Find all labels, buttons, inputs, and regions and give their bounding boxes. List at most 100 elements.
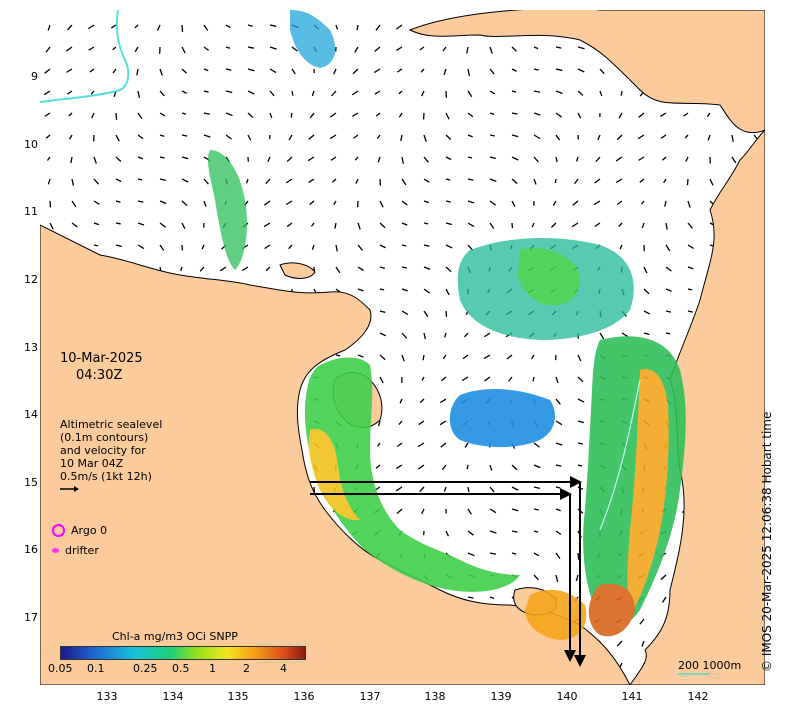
velocity-arrow <box>683 112 689 117</box>
legend-line: and velocity for <box>60 444 146 457</box>
velocity-arrow <box>422 354 425 361</box>
velocity-arrow <box>577 552 580 560</box>
velocity-arrow <box>489 68 495 75</box>
velocity-arrow <box>269 24 277 27</box>
velocity-arrow <box>439 420 447 426</box>
velocity-arrow <box>660 134 667 139</box>
lat-tick-11: 11 <box>24 205 38 218</box>
velocity-arrow <box>637 134 645 140</box>
velocity-arrow <box>423 244 430 247</box>
velocity-arrow <box>419 46 425 51</box>
velocity-arrow <box>203 178 209 185</box>
velocity-arrow <box>423 266 431 270</box>
lon-tick-137: 137 <box>359 690 381 703</box>
velocity-arrow <box>530 354 535 360</box>
velocity-arrow <box>555 156 558 163</box>
velocity-arrow <box>375 464 381 469</box>
velocity-arrow <box>489 552 497 555</box>
velocity-arrow <box>290 112 293 118</box>
colorbar-tick: 2 <box>243 662 250 675</box>
velocity-arrow <box>264 244 271 250</box>
velocity-arrow <box>595 156 601 163</box>
velocity-arrow <box>575 574 579 582</box>
velocity-arrow <box>489 156 496 159</box>
velocity-arrow <box>335 266 341 274</box>
colorbar <box>60 646 306 660</box>
lon-tick-138: 138 <box>424 690 446 703</box>
velocity-arrow <box>533 464 541 469</box>
drifter-label: drifter <box>65 544 99 557</box>
velocity-arrow <box>379 244 386 249</box>
velocity-arrow <box>533 574 539 581</box>
velocity-arrow <box>181 112 187 115</box>
velocity-arrow <box>664 200 667 207</box>
land-top-right <box>408 10 765 134</box>
velocity-arrow <box>639 178 645 183</box>
credit-text: © IMOS 20-Mar-2025 12:06:38 Hobart time <box>760 411 774 672</box>
velocity-arrow <box>423 310 429 318</box>
velocity-arrow <box>511 464 518 471</box>
velocity-arrow <box>225 134 232 140</box>
velocity-arrow <box>555 442 563 446</box>
velocity-arrow <box>423 134 427 142</box>
velocity-arrow <box>264 200 271 206</box>
velocity-arrow <box>571 222 579 228</box>
velocity-arrow <box>379 222 386 229</box>
velocity-arrow <box>423 156 429 163</box>
land-arnhem <box>40 224 631 685</box>
velocity-arrow <box>352 68 359 75</box>
velocity-arrow <box>489 222 495 229</box>
velocity-arrow <box>533 134 541 140</box>
velocity-arrow <box>335 24 339 30</box>
velocity-arrow <box>599 68 605 75</box>
velocity-arrow <box>377 442 381 447</box>
velocity-arrow <box>665 244 671 252</box>
chlorophyll-overlay <box>207 10 686 640</box>
velocity-arrow <box>555 376 559 384</box>
velocity-arrow <box>555 90 563 95</box>
lon-tick-136: 136 <box>293 690 315 703</box>
map-area[interactable] <box>40 10 765 685</box>
depth-scale-bar <box>678 673 710 675</box>
velocity-arrow <box>572 200 579 206</box>
velocity-arrow <box>137 200 144 203</box>
velocity-arrow <box>396 508 403 515</box>
velocity-arrow <box>533 530 539 533</box>
velocity-arrow <box>115 112 118 120</box>
velocity-arrow <box>285 178 293 184</box>
velocity-arrow <box>489 178 497 183</box>
velocity-arrow <box>533 552 540 557</box>
velocity-arrow <box>308 134 315 140</box>
velocity-arrow <box>444 332 447 338</box>
velocity-arrow <box>375 112 381 117</box>
velocity-arrow <box>93 222 100 226</box>
velocity-arrow <box>442 46 447 52</box>
velocity-arrow <box>68 112 73 117</box>
lon-tick-133: 133 <box>96 690 118 703</box>
velocity-arrow <box>398 112 403 118</box>
velocity-arrow <box>489 46 493 54</box>
velocity-arrow <box>247 112 254 119</box>
velocity-arrow <box>555 508 561 512</box>
velocity-arrow <box>577 90 584 96</box>
velocity-arrow <box>93 178 100 185</box>
velocity-arrow <box>159 222 167 228</box>
velocity-arrow <box>400 134 403 142</box>
velocity-arrow <box>555 552 561 559</box>
velocity-arrow <box>401 266 407 269</box>
velocity-arrow <box>641 640 645 647</box>
velocity-arrow <box>577 442 584 445</box>
velocity-arrow <box>550 222 557 228</box>
velocity-arrow <box>335 354 341 357</box>
velocity-arrow <box>357 354 364 358</box>
velocity-arrow <box>511 90 517 93</box>
velocity-arrow <box>440 442 447 448</box>
velocity-arrow <box>203 134 211 138</box>
velocity-arrow <box>663 178 667 184</box>
argo-ring-icon <box>52 524 65 537</box>
velocity-arrow <box>247 68 255 72</box>
velocity-arrow <box>576 156 579 162</box>
velocity-arrow <box>180 266 183 272</box>
velocity-arrow <box>467 134 473 138</box>
map-canvas <box>40 10 765 685</box>
